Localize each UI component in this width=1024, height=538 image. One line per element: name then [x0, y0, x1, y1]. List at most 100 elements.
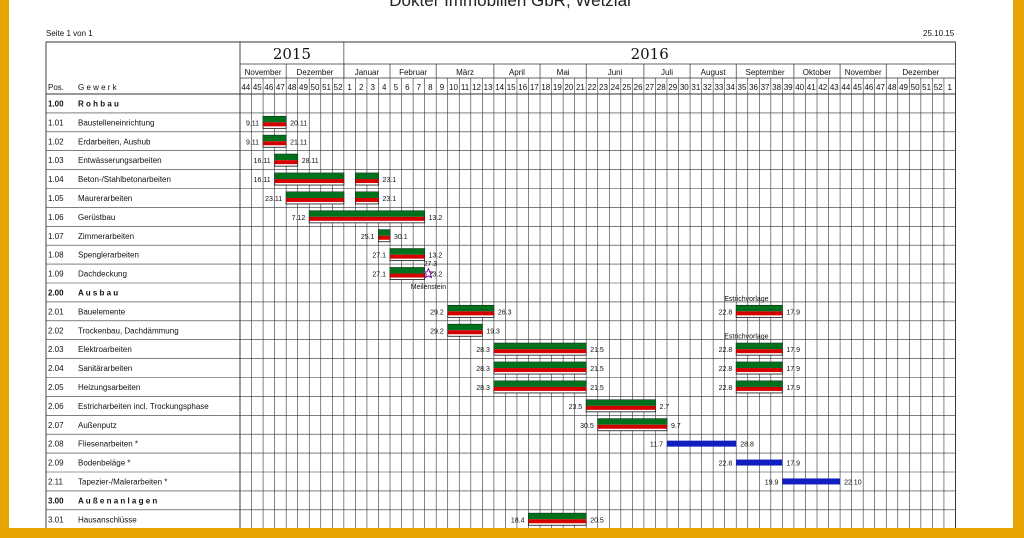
bar-blue-2.09-0: [736, 459, 783, 466]
bar-start-label-1.03-0: 16.11: [254, 158, 271, 165]
bar-start-label-2.05-0: 28.3: [476, 385, 490, 392]
bar-end-label-2.04-1: 17.9: [786, 366, 800, 373]
month-label-10: September: [745, 68, 784, 77]
bar-start-label-2.09-0: 22.8: [719, 461, 733, 468]
week-number-11: 3: [370, 83, 375, 92]
week-number-57: 49: [899, 83, 908, 92]
week-number-24: 16: [518, 83, 527, 92]
bar-start-label-3.01-0: 18.4: [511, 517, 525, 524]
week-number-41: 33: [714, 83, 723, 92]
week-number-37: 29: [668, 83, 677, 92]
week-number-54: 46: [864, 83, 873, 92]
bar-green-1.04-1: [355, 173, 379, 180]
row-name-2.08: Fliesenarbeiten *: [78, 440, 138, 449]
week-number-51: 43: [830, 83, 839, 92]
month-label-4: März: [456, 68, 474, 77]
week-number-28: 20: [564, 83, 573, 92]
bar-end-label-1.02-0: 21.11: [290, 139, 307, 146]
bar-start-label-2.06-0: 23.5: [569, 404, 583, 411]
month-label-12: November: [845, 68, 882, 77]
bar-start-label-2.04-0: 28.3: [476, 366, 490, 373]
week-number-34: 26: [634, 83, 643, 92]
bar-start-label-1.07-0: 25.1: [361, 234, 375, 241]
row-name-1.01: Baustelleneinrichtung: [78, 118, 155, 127]
bar-note-2.03-1: Estrichvorlage: [724, 334, 768, 341]
bar-start-label-1.02-0: 9.11: [246, 139, 259, 146]
row-pos-1.02: 1.02: [48, 137, 64, 146]
row-name-2.00: A u s b a u: [78, 288, 118, 297]
week-number-4: 48: [287, 83, 296, 92]
row-pos-2.04: 2.04: [48, 364, 64, 373]
week-number-3: 47: [276, 83, 285, 92]
week-number-0: 44: [241, 83, 250, 92]
week-number-23: 15: [507, 83, 516, 92]
week-number-13: 5: [394, 83, 399, 92]
bar-green-1.04-0: [274, 173, 344, 180]
bar-end-label-2.01-0: 26.3: [498, 309, 512, 316]
week-number-6: 50: [311, 83, 320, 92]
bar-red-1.04-0: [274, 179, 344, 184]
month-label-3: Februar: [399, 68, 427, 77]
bar-green-2.01-1: [736, 305, 783, 312]
bar-green-2.01-0: [447, 305, 494, 312]
bar-green-2.05-1: [736, 380, 783, 387]
bar-green-3.01-0: [528, 513, 587, 520]
bar-end-label-2.08-0: 28.8: [740, 442, 754, 449]
bar-end-label-2.07-0: 9.7: [671, 423, 681, 430]
week-number-40: 32: [703, 83, 712, 92]
bar-red-1.06-0: [309, 216, 425, 221]
bar-end-label-2.02-0: 19.3: [486, 328, 500, 335]
week-number-35: 27: [645, 83, 654, 92]
row-pos-2.02: 2.02: [48, 326, 64, 335]
bar-red-1.09-0: [390, 273, 425, 278]
bar-end-label-2.11-0: 22.10: [844, 479, 862, 486]
bar-end-label-1.01-0: 20.11: [290, 120, 307, 127]
row-pos-1.01: 1.01: [48, 118, 64, 127]
bar-red-2.05-0: [493, 386, 587, 391]
column-header-pos: Pos.: [48, 83, 64, 92]
bar-end-label-1.07-0: 30.1: [394, 234, 408, 241]
row-name-1.05: Maurerarbeiten: [78, 194, 132, 203]
row-pos-3.00: 3.00: [48, 496, 64, 505]
bar-green-2.05-0: [493, 380, 587, 387]
bar-red-2.01-0: [447, 311, 494, 316]
bar-red-2.07-0: [597, 424, 667, 429]
bar-start-label-2.08-0: 11.7: [650, 442, 663, 449]
bar-end-label-2.03-1: 17.9: [786, 347, 800, 354]
row-name-2.02: Trockenbau, Dachdämmung: [78, 326, 179, 335]
print-date: 25.10.15: [923, 29, 955, 38]
row-name-1.09: Dachdeckung: [78, 270, 127, 279]
row-name-1.06: Gerüstbau: [78, 213, 115, 222]
month-label-7: Juni: [608, 68, 623, 77]
week-number-29: 21: [576, 83, 585, 92]
week-number-21: 13: [484, 83, 493, 92]
row-name-2.01: Bauelemente: [78, 307, 126, 316]
bar-start-label-2.01-1: 22.8: [719, 309, 733, 316]
month-label-6: Mai: [557, 68, 570, 77]
bar-end-label-1.05-1: 23.1: [382, 196, 396, 203]
week-number-38: 30: [680, 83, 689, 92]
gantt-sheet: Dokter Immobilien GbR, Wetzlar Seite 1 v…: [9, 0, 1013, 528]
bar-start-label-2.03-0: 28.3: [476, 347, 490, 354]
bar-green-2.04-0: [493, 362, 587, 369]
bar-red-2.06-0: [586, 405, 656, 410]
bar-green-1.08-0: [390, 248, 425, 255]
week-number-58: 50: [911, 83, 920, 92]
bar-red-1.05-1: [355, 197, 379, 202]
bar-end-label-2.05-0: 21.5: [590, 385, 604, 392]
week-number-9: 1: [347, 83, 352, 92]
bar-start-label-1.05-0: 23.11: [265, 196, 282, 203]
week-number-5: 49: [299, 83, 308, 92]
row-name-3.01: Hausanschlüsse: [78, 515, 137, 524]
week-number-42: 34: [726, 83, 735, 92]
bar-green-1.05-1: [355, 191, 379, 198]
week-number-55: 47: [876, 83, 885, 92]
week-number-56: 48: [888, 83, 897, 92]
bar-end-label-2.05-1: 17.9: [786, 385, 800, 392]
row-pos-2.05: 2.05: [48, 383, 64, 392]
bar-green-1.03-0: [274, 154, 298, 161]
row-pos-1.03: 1.03: [48, 156, 64, 165]
bar-start-label-2.02-0: 29.2: [430, 328, 444, 335]
row-pos-1.08: 1.08: [48, 251, 64, 260]
row-pos-1.04: 1.04: [48, 175, 64, 184]
